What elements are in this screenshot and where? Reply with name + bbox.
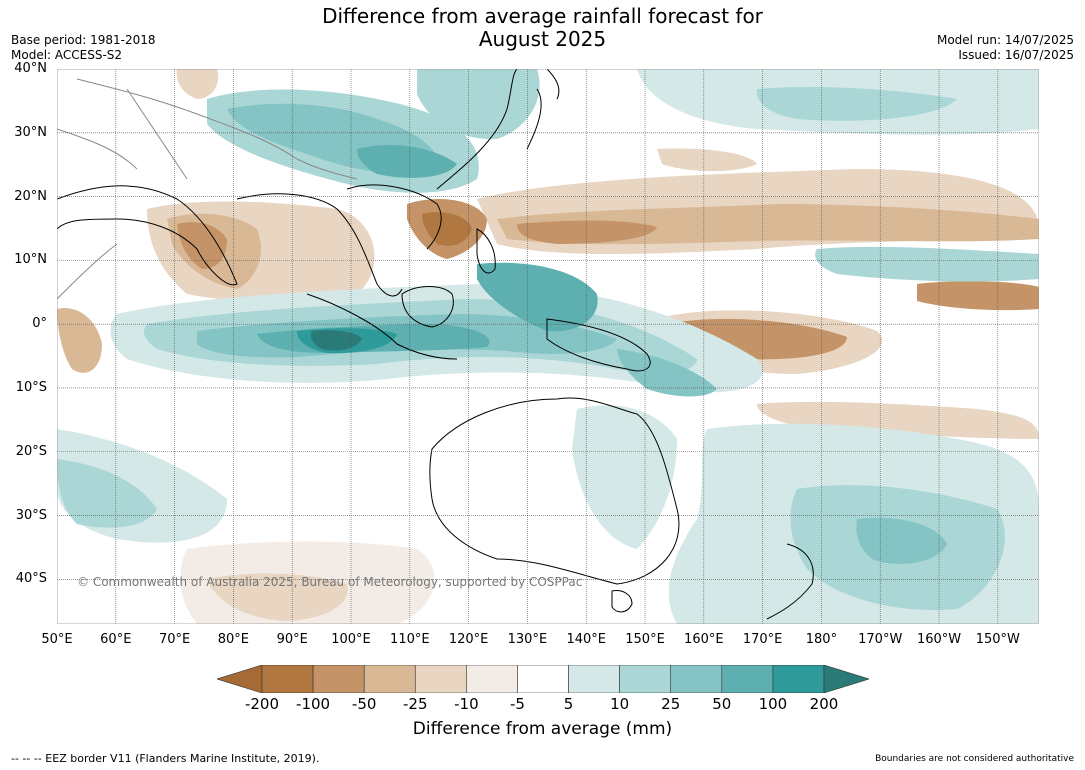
colorbar-extend-low: [217, 665, 263, 693]
longitude-label: 90°E: [276, 632, 308, 647]
colorbar-tick-label: -50: [351, 695, 377, 713]
indochina-outline: [346, 184, 442, 250]
colorbar-bin: [261, 665, 314, 693]
new-zealand-outline: [766, 543, 814, 620]
latitude-label: 20°N: [14, 188, 47, 204]
latitude-label: 10°N: [14, 252, 47, 268]
longitude-label: 170°E: [742, 632, 783, 647]
longitude-label: 140°E: [566, 632, 606, 647]
longitude-label: 160°E: [684, 632, 724, 647]
latitude-label: 40°N: [14, 61, 47, 76]
sumatra-java-outline: [306, 293, 458, 360]
latitude-label: 30°S: [15, 507, 47, 523]
model-run: Model run: 14/07/2025: [936, 33, 1074, 47]
longitude-label: 120°E: [448, 632, 489, 647]
colorbar-bin: [721, 665, 774, 693]
colorbar-tick-label: -200: [244, 695, 280, 713]
colorbar-bin: [619, 665, 672, 693]
colorbar-bin: [670, 665, 723, 693]
longitude-label: 150°W: [975, 632, 1020, 647]
philippines-outline: [476, 228, 496, 274]
meta-left: Base period: 1981-2018 Model: ACCESS-S2: [11, 33, 156, 63]
rainfall-map: [57, 69, 1039, 624]
longitude-label: 110°E: [390, 632, 430, 647]
colorbar-tick-label: 5: [563, 695, 574, 713]
colorbar-bin: [312, 665, 365, 693]
coastlines: [57, 69, 814, 620]
longitude-label: 60°E: [100, 632, 132, 647]
borneo-outline: [401, 286, 454, 328]
wetter-areas: [57, 69, 1039, 624]
meta-right: Model run: 14/07/2025 Issued: 16/07/2025: [937, 33, 1074, 63]
japan-outline: [526, 88, 542, 150]
longitude-label: 70°E: [158, 632, 191, 647]
colorbar-tick-label: -10: [454, 695, 479, 713]
china-coast-outline: [436, 69, 518, 190]
colorbar-tick-label: 100: [758, 695, 788, 713]
base-period: Base period: 1981-2018: [11, 33, 156, 47]
colorbar-bin: [568, 665, 620, 693]
issued-date: Issued: 16/07/2025: [958, 48, 1074, 62]
map-title: Difference from average rainfall forecas…: [0, 5, 1085, 51]
longitude-label: 150°E: [625, 632, 665, 647]
colorbar-tick-label: -5: [509, 695, 525, 713]
copyright-notice: © Commonwealth of Australia 2025, Bureau…: [77, 575, 583, 589]
colorbar-title: Difference from average (mm): [412, 719, 673, 739]
longitude-label: 100°E: [331, 632, 371, 647]
india-arabia-outline: [57, 185, 238, 286]
latitude-label: 0°: [32, 316, 47, 332]
latitude-label: 40°S: [15, 571, 47, 587]
model-name: Model: ACCESS-S2: [11, 48, 123, 62]
tasmania-outline: [611, 590, 633, 613]
longitude-label: 130°E: [507, 632, 548, 647]
bay-of-bengal-outline: [236, 193, 403, 297]
drier-areas: [57, 69, 1039, 624]
eez-border-note: -- -- -- EEZ border V11 (Flanders Marine…: [11, 752, 320, 765]
longitude-label: 170°W: [858, 632, 903, 647]
colorbar-tick-label: -100: [296, 695, 331, 713]
title-line-2: August 2025: [478, 27, 607, 51]
latitude-label: 20°S: [15, 443, 47, 459]
colorbar-bin: [414, 665, 467, 693]
longitude-label: 80°E: [217, 632, 250, 647]
colorbar-tick-label: 25: [661, 695, 681, 713]
korea-outline: [546, 69, 560, 100]
title-line-1: Difference from average rainfall forecas…: [322, 4, 763, 28]
colorbar-bin: [772, 665, 825, 693]
lat-lon-grid: [57, 69, 1039, 624]
colorbar: [217, 665, 869, 693]
new-guinea-outline: [546, 318, 651, 372]
colorbar-tick-label: -25: [403, 695, 428, 713]
longitude-label: 160°W: [916, 632, 962, 647]
country-borders: [57, 78, 358, 300]
colorbar-tick-label: 200: [809, 695, 839, 713]
colorbar-extend-high: [823, 665, 869, 693]
latitude-label: 10°S: [15, 379, 47, 395]
australia-outline: [429, 397, 680, 585]
colorbar-tick-label: 10: [610, 695, 630, 713]
colorbar-tick-label: 50: [712, 695, 732, 713]
latitude-label: 30°N: [14, 124, 47, 140]
boundaries-disclaimer: Boundaries are not considered authoritat…: [875, 754, 1074, 764]
longitude-label: 50°E: [41, 632, 73, 647]
colorbar-bin: [466, 665, 518, 693]
longitude-label: 180°: [805, 632, 838, 647]
colorbar-bin: [517, 665, 569, 693]
colorbar-bin: [363, 665, 416, 693]
